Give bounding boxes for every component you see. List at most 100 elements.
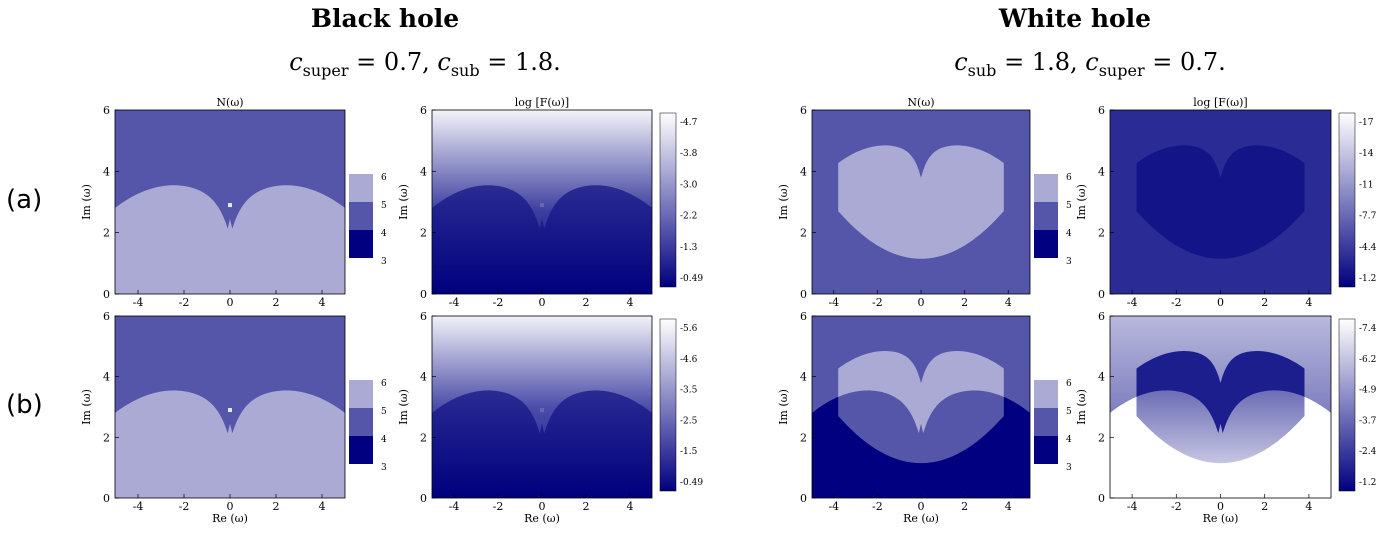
colorbar-label: -0.49 — [680, 478, 703, 488]
heatmap-field — [1110, 316, 1331, 498]
x-tick-label: -2 — [493, 296, 504, 309]
y-axis-label: Im (ω) — [80, 184, 93, 220]
colorbar-label: 3 — [1066, 257, 1072, 267]
x-tick-label: 4 — [1005, 500, 1012, 513]
x-tick-label: -2 — [493, 500, 504, 513]
colorbar-label: -17 — [1359, 118, 1374, 128]
colorbar-label: -0.49 — [680, 274, 703, 284]
region-inner-high — [1136, 351, 1305, 434]
y-tick-label: 2 — [1098, 227, 1105, 240]
x-tick-label: -2 — [1171, 296, 1182, 309]
y-tick-label: 2 — [420, 431, 427, 444]
region-lower — [432, 185, 652, 294]
colorbar-segment — [1034, 408, 1058, 436]
panel-bh_a_N: -4 -2 0 2 4 0 2 4 6 Im (ω) N(ω) 6 5 4 3 — [80, 96, 387, 309]
colorbar-label: 3 — [1066, 463, 1072, 473]
y-axis-label: Im (ω) — [777, 389, 790, 425]
colorbar-label: 5 — [1066, 201, 1072, 211]
colorbar-label: 5 — [381, 407, 387, 417]
x-tick-label: 2 — [583, 296, 590, 309]
colorbar-segment — [1034, 380, 1058, 408]
x-axis-label: Re (ω) — [903, 512, 939, 525]
panel-wh_a_F: -4 -2 0 2 4 0 2 4 6 Im (ω) log [F(ω)] -17 -14 -11 -7.7… — [1075, 96, 1377, 309]
y-tick-label: 4 — [800, 165, 807, 178]
colorbar-label: 4 — [381, 229, 387, 239]
x-tick-label: -4 — [133, 296, 144, 309]
colorbar: 6 5 4 3 — [349, 173, 387, 267]
y-tick-label: 6 — [800, 310, 807, 323]
panel-title: log [F(ω)] — [1193, 96, 1247, 109]
y-tick-label: 0 — [800, 288, 807, 301]
x-tick-label: 2 — [961, 500, 968, 513]
y-tick-label: 6 — [103, 104, 110, 117]
y-tick-label: 0 — [420, 492, 427, 505]
colorbar-label: -1.2 — [1359, 274, 1376, 284]
colorbar-label: -1.5 — [680, 447, 698, 457]
center-point — [228, 203, 232, 208]
y-tick-label: 2 — [800, 227, 807, 240]
colorbar-gradient — [659, 318, 677, 492]
region-n5 — [838, 145, 1004, 259]
region-inner — [1136, 145, 1305, 259]
center-point — [540, 408, 544, 413]
x-axis-label: Re (ω) — [212, 512, 248, 525]
region-lower — [432, 390, 652, 498]
colorbar-label: -2.5 — [680, 416, 698, 426]
colorbar: 6 5 4 3 — [349, 379, 387, 473]
white-hole-params: csub = 1.8, csuper = 0.7. — [954, 48, 1226, 80]
y-tick-label: 4 — [800, 371, 807, 384]
x-tick-label: 0 — [539, 500, 546, 513]
colorbar-label: -1.2 — [1359, 478, 1376, 488]
x-tick-label: 2 — [1261, 296, 1268, 309]
panel-title: log [F(ω)] — [515, 96, 569, 109]
heatmap-field — [812, 316, 1030, 498]
colorbar-label: -3.8 — [680, 149, 698, 159]
y-tick-label: 6 — [800, 104, 807, 117]
x-axis-label: Re (ω) — [524, 512, 560, 525]
y-tick-label: 6 — [103, 310, 110, 323]
colorbar-label: 4 — [1066, 229, 1072, 239]
heatmap-field — [1110, 110, 1331, 294]
colorbar-label: -7.4 — [1359, 324, 1377, 334]
y-axis-label: Im (ω) — [1075, 389, 1088, 425]
x-tick-label: 0 — [227, 296, 234, 309]
colorbar-label: -4.7 — [680, 118, 698, 128]
x-tick-label: -4 — [449, 500, 460, 513]
x-tick-label: -4 — [828, 500, 839, 513]
colorbar-label: 6 — [1066, 379, 1072, 389]
x-tick-label: 2 — [583, 500, 590, 513]
x-tick-label: -4 — [133, 500, 144, 513]
x-tick-label: 4 — [1305, 500, 1312, 513]
x-axis-label: Re (ω) — [1203, 512, 1239, 525]
colorbar-label: -3.0 — [680, 180, 698, 190]
x-tick-label: 4 — [627, 296, 634, 309]
center-point — [540, 203, 544, 208]
row-label-b: (b) — [6, 390, 43, 420]
y-tick-label: 2 — [103, 431, 110, 444]
x-tick-label: -4 — [449, 296, 460, 309]
y-axis-label: Im (ω) — [777, 184, 790, 220]
heatmap-field — [115, 316, 345, 498]
colorbar-segment — [349, 174, 373, 202]
y-axis-label: Im (ω) — [397, 184, 410, 220]
x-tick-label: 4 — [627, 500, 634, 513]
colorbar-segment — [349, 436, 373, 464]
colorbar-segment — [1034, 230, 1058, 258]
colorbar-label: 4 — [1066, 435, 1072, 445]
colorbar-label: 5 — [381, 201, 387, 211]
panel-wh_a_N: -4 -2 0 2 4 0 2 4 6 Im (ω) N(ω) 6 5 4 3 — [777, 96, 1072, 309]
y-tick-label: 0 — [1098, 288, 1105, 301]
colorbar-label: -4.4 — [1359, 243, 1377, 253]
colorbar-label: 6 — [381, 379, 387, 389]
x-tick-label: 2 — [273, 500, 280, 513]
colorbar: -4.7 -3.8 -3.0 -2.2 -1.3 -0.49 — [659, 112, 703, 288]
colorbar: 6 5 4 3 — [1034, 173, 1072, 267]
y-tick-label: 0 — [103, 492, 110, 505]
colorbar-segment — [349, 408, 373, 436]
y-axis-label: Im (ω) — [397, 389, 410, 425]
y-tick-label: 6 — [1098, 310, 1105, 323]
x-tick-label: 2 — [273, 296, 280, 309]
x-tick-label: 0 — [1217, 500, 1224, 513]
colorbar-label: -3.5 — [680, 386, 698, 396]
